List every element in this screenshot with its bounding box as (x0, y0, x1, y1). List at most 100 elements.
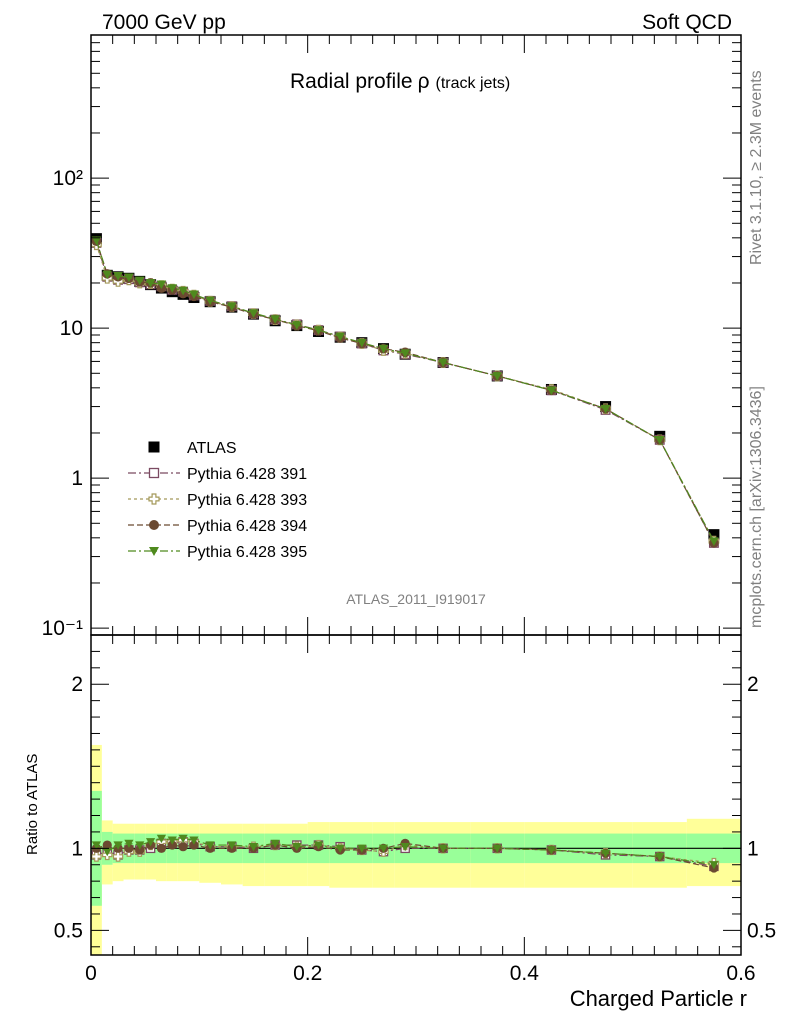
series-4-point (270, 315, 280, 324)
ratio-series-3-point (492, 844, 502, 853)
ratio-series-3-point (378, 844, 389, 853)
side-text-upper: Rivet 3.1.10, ≥ 2.3M events (748, 70, 765, 265)
series-4-point (313, 326, 324, 335)
y-tick-label-main: 10 (60, 317, 83, 340)
legend-label-1: Pythia 6.428 391 (187, 466, 307, 483)
series-4-point (178, 286, 188, 296)
series-4-point (400, 349, 410, 359)
ratio-series-3-point (546, 846, 557, 855)
legend-marker-4 (149, 547, 159, 556)
header-left: 7000 GeV pp (102, 11, 226, 34)
ratio-series-3-point (292, 843, 302, 852)
plot-title: Radial profile ρ (track jets) (290, 70, 510, 93)
series-4-point (134, 276, 145, 286)
series-4-point (546, 386, 557, 396)
y-tick-label-main: 10⁻¹ (42, 617, 83, 640)
ratio-series-3-point (335, 844, 345, 853)
series-4-point (292, 321, 302, 330)
ratio-series-2-point (135, 845, 145, 855)
series-4-point (145, 279, 156, 288)
side-text-lower: mcplots.cern.ch [arXiv:1306.3436] (748, 386, 765, 628)
ratio-series-3-point (156, 834, 167, 844)
ratio-series-3-point (113, 841, 123, 850)
y-tick-label-ratio-right: 1 (747, 837, 759, 860)
y-tick-label-ratio-left: 1 (71, 837, 83, 860)
ratio-series-3-point (313, 841, 324, 850)
ratio-series-2-point (156, 843, 167, 853)
series-4-point (335, 332, 345, 342)
series-4-point (248, 309, 259, 318)
ratio-series-3-point (709, 861, 719, 870)
plot-title-suffix: (track jets) (436, 75, 511, 92)
y-tick-label-main: 1 (71, 467, 83, 490)
ratio-plot-frame (90, 634, 742, 956)
y-tick-label-ratio-right: 2 (747, 673, 759, 696)
main-plot-series (90, 233, 720, 548)
ratio-series-3-point (248, 843, 259, 852)
ratio-series-3-point (600, 849, 611, 858)
ratio-series-3-point (178, 834, 188, 844)
series-4-point (654, 436, 665, 445)
x-tick-label: 0.6 (726, 962, 755, 985)
plot-title-symbol: ρ (418, 70, 430, 93)
plot-title-main: Radial profile (290, 70, 413, 93)
ratio-series-3-point (227, 841, 237, 850)
ratio-series-2-point (124, 843, 134, 853)
ratio-series-3-point (357, 844, 367, 853)
ratio-series-3-point (102, 847, 112, 857)
x-tick-label: 0 (85, 962, 97, 985)
y-tick-label-ratio-right: 0.5 (747, 919, 776, 942)
legend-marker-0 (148, 441, 160, 453)
legend-marker-2 (148, 493, 160, 505)
series-4-point (102, 270, 113, 280)
legend-label-2: Pythia 6.428 393 (187, 492, 307, 509)
ratio-series-2-point (102, 840, 112, 850)
ratio-uncertainty-bands (91, 744, 741, 955)
header-right: Soft QCD (642, 11, 732, 34)
legend-label-0: ATLAS (187, 440, 237, 457)
ratio-series-1-point (112, 851, 124, 862)
legend-marker-3 (149, 520, 159, 530)
series-4-point (91, 236, 102, 246)
legend-label-4: Pythia 6.428 395 (187, 544, 307, 561)
ratio-series-3-point (124, 839, 134, 849)
ratio-y-axis-label: Ratio to ATLAS (24, 754, 41, 855)
series-4-point (709, 537, 719, 546)
x-axis-label: Charged Particle r (570, 986, 747, 1011)
series-4-point (492, 372, 503, 381)
ratio-series-3-point (167, 836, 177, 845)
ratio-series-3-point (655, 852, 665, 862)
legend-marker-1 (148, 467, 160, 479)
ratio-series-3-point (270, 839, 280, 849)
ratio-series-3-point (400, 843, 410, 852)
series-4-point (167, 284, 178, 293)
ratio-series-3-point (189, 836, 199, 845)
series-4-point (189, 290, 199, 300)
legend: ATLAS Pythia 6.428 391 Pythia 6.428 393 Pyt… (128, 440, 307, 561)
ratio-plot-series (91, 834, 741, 873)
series-4-point (113, 272, 123, 281)
series-0-point (708, 529, 720, 541)
y-tick-label-ratio-left: 0.5 (54, 919, 83, 942)
series-4-point (156, 280, 167, 290)
plot-axes: 10⁻¹ 1 10 10² 0.5 0.5 1 1 2 2 0 0.2 0.4 0.6 (42, 34, 776, 985)
ratio-series-3-point (205, 841, 215, 850)
ratio-series-2-point (167, 840, 177, 850)
y-tick-label-main: 10² (53, 167, 83, 190)
ratio-series-3-point (438, 844, 448, 853)
series-4-point (378, 344, 389, 354)
series-4-point (124, 273, 134, 283)
ratio-series-1-point (91, 851, 102, 862)
ratio-series-3-point (91, 841, 102, 850)
series-4-point (600, 404, 611, 414)
y-tick-label-ratio-left: 2 (71, 673, 83, 696)
series-4-point (357, 338, 367, 348)
series-4-point (227, 302, 237, 312)
series-4-point (438, 358, 448, 368)
x-tick-label: 0.4 (510, 962, 540, 985)
analysis-label: ATLAS_2011_I919017 (346, 591, 486, 607)
x-tick-label: 0.2 (293, 962, 322, 985)
ratio-series-3-point (135, 841, 145, 850)
ratio-series-2-point (189, 840, 199, 850)
